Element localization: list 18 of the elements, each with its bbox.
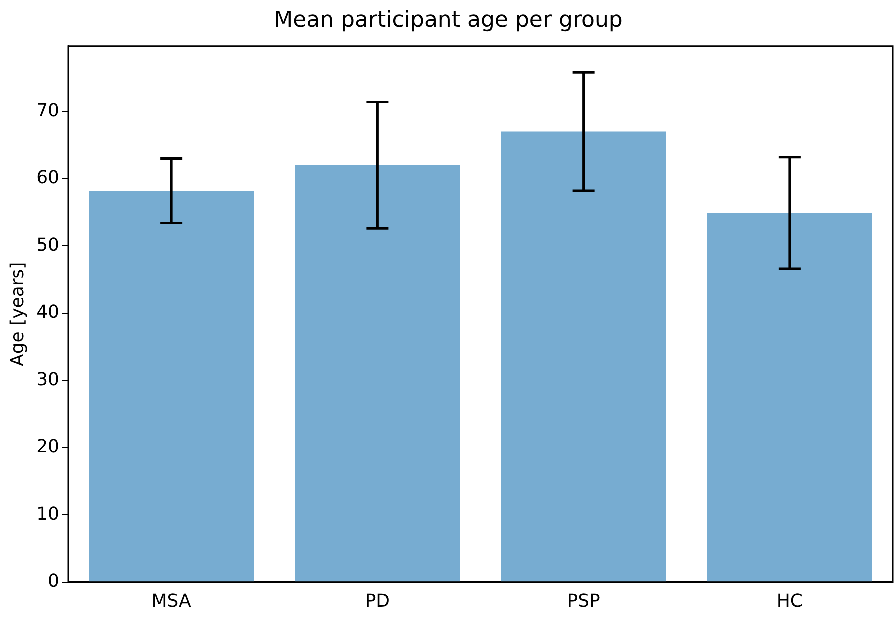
- bar: [89, 190, 254, 582]
- y-tick-label: 50: [36, 234, 60, 256]
- bar: [707, 213, 872, 582]
- y-tick-label: 60: [36, 168, 60, 189]
- x-tick-label: MSA: [152, 590, 192, 612]
- y-tick-label: 20: [36, 436, 60, 458]
- y-axis-title: Age [years]: [7, 262, 28, 366]
- chart-title: Mean participant age per group: [274, 8, 623, 33]
- bar: [501, 132, 666, 582]
- y-tick-label: 0: [48, 571, 60, 592]
- x-tick-label: PD: [365, 590, 390, 612]
- x-tick-label: HC: [776, 590, 803, 612]
- bar: [295, 165, 460, 582]
- y-tick-label: 10: [36, 504, 60, 525]
- y-tick-label: 70: [36, 100, 60, 122]
- y-tick-label: 40: [36, 302, 60, 324]
- x-tick-label: PSP: [567, 590, 601, 612]
- y-tick-label: 30: [36, 369, 60, 390]
